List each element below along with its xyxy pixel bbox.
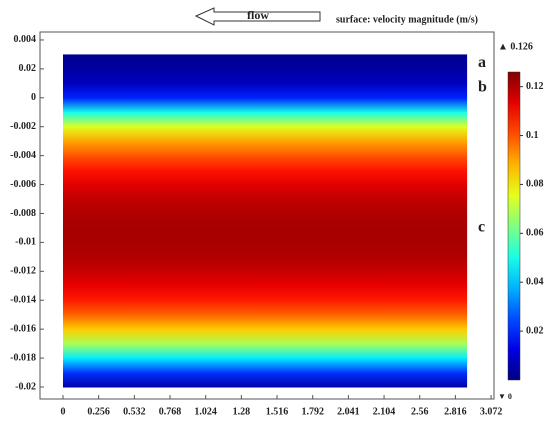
colorbar-tick-label: 0.12: [526, 81, 544, 92]
velocity-band: [62, 271, 468, 287]
annotation: a: [478, 54, 486, 71]
x-tick-label: 1.516: [266, 406, 289, 417]
colorbar-tick-label: 0.08: [526, 179, 544, 190]
annotation: c: [478, 219, 485, 236]
colorbar-min-label: ▼ 0: [498, 392, 512, 401]
flow-arrow: [194, 7, 321, 26]
colorbar-tick-label: 0.02: [526, 325, 544, 336]
velocity-band: [62, 54, 468, 70]
velocity-band: [62, 97, 468, 113]
velocity-band: [62, 155, 468, 171]
velocity-band: [62, 372, 468, 388]
x-tick-label: 0: [60, 406, 65, 417]
x-tick-label: 2.816: [444, 406, 467, 417]
x-tick-label: 3.072: [480, 406, 503, 417]
velocity-band: [62, 126, 468, 142]
velocity-band: [62, 242, 468, 258]
velocity-band: [62, 184, 468, 200]
x-tick-label: 2.56: [411, 406, 429, 417]
velocity-band: [62, 329, 468, 345]
velocity-band: [62, 358, 468, 374]
colorbar: [507, 71, 521, 381]
x-tick-label: 0.256: [87, 406, 110, 417]
y-tick-label: -0.02: [15, 381, 36, 392]
velocity-band: [62, 285, 468, 301]
x-tick-label: 0.768: [159, 406, 182, 417]
y-tick-label: -0.004: [10, 150, 36, 161]
colorbar-max-label: ▲ 0.126: [498, 41, 533, 52]
velocity-band: [62, 112, 468, 128]
velocity-band: [62, 170, 468, 186]
axes-frame: [39, 31, 495, 400]
x-tick-label: 1.28: [233, 406, 251, 417]
x-tick-label: 2.104: [373, 406, 396, 417]
x-tick-label: 0.532: [123, 406, 146, 417]
y-tick-label: -0.012: [10, 266, 36, 277]
colorbar-tick-label: 0.1: [526, 130, 539, 141]
y-tick-label: -0.006: [10, 179, 36, 190]
velocity-band: [62, 83, 468, 99]
x-tick-label: 1.024: [194, 406, 217, 417]
velocity-band: [62, 300, 468, 316]
y-tick-label: 0: [31, 92, 36, 103]
velocity-band: [62, 141, 468, 157]
y-tick-label: -0.014: [10, 295, 36, 306]
y-tick-label: -0.008: [10, 208, 36, 219]
y-tick-label: -0.018: [10, 352, 36, 363]
velocity-band: [62, 68, 468, 84]
velocity-band: [62, 213, 468, 229]
velocity-band: [62, 227, 468, 243]
colorbar-tick-label: 0.04: [526, 277, 544, 288]
y-tick-label: -0.002: [10, 121, 36, 132]
colorbar-tick-label: 0.06: [526, 228, 544, 239]
velocity-band: [62, 256, 468, 272]
y-tick-label: 0.02: [19, 63, 37, 74]
flow-label: flow: [247, 8, 269, 22]
annotation: b: [478, 78, 487, 95]
x-tick-label: 2.041: [337, 406, 360, 417]
y-tick-label: -0.016: [10, 323, 36, 334]
x-tick-label: 1.792: [301, 406, 324, 417]
velocity-band: [62, 314, 468, 330]
chart-title: surface: velocity magnitude (m/s): [336, 14, 478, 25]
velocity-band: [62, 343, 468, 359]
y-tick-label: 0.004: [14, 34, 37, 45]
y-tick-label: -0.01: [15, 237, 36, 248]
velocity-band: [62, 199, 468, 214]
